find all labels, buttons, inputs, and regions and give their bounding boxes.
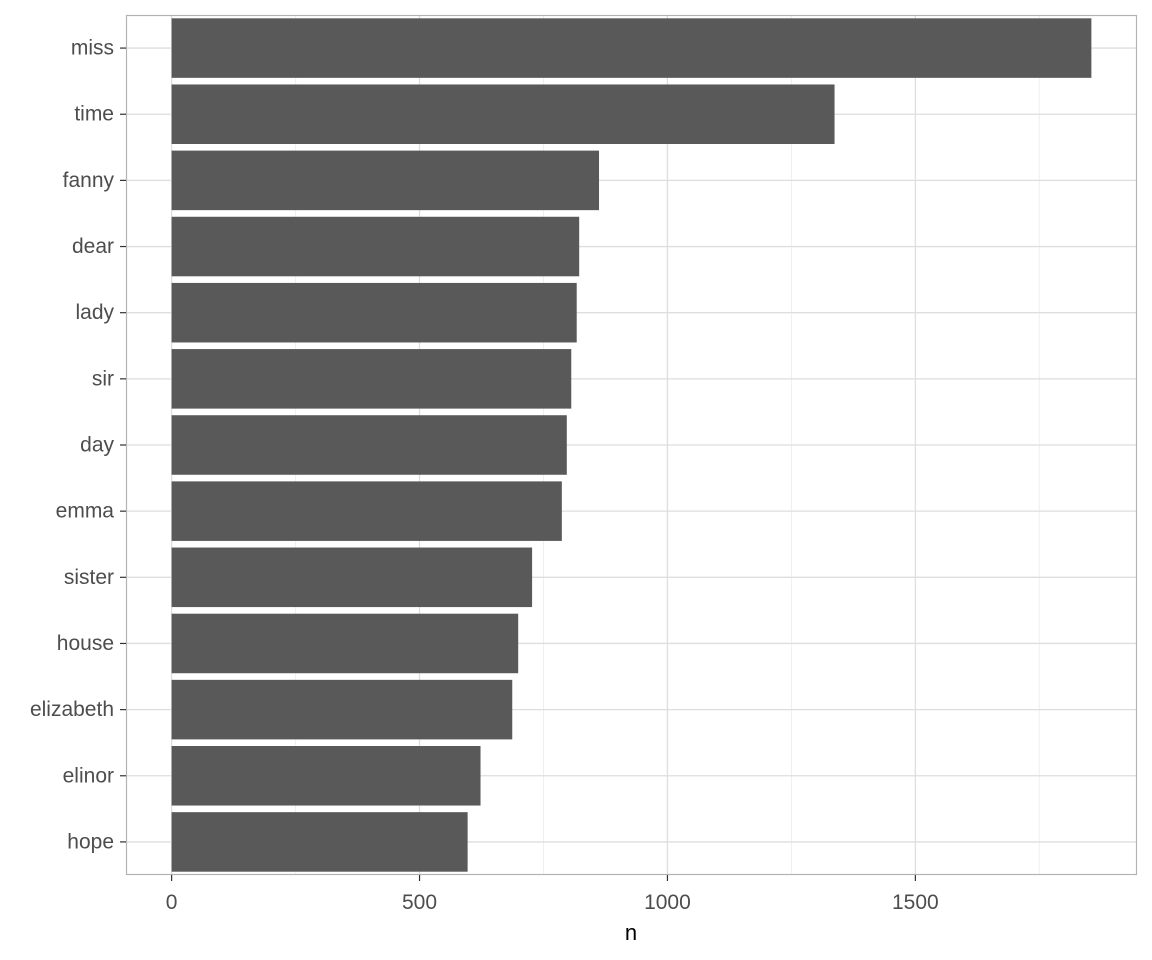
bar-fanny: [171, 150, 600, 211]
x-tick-label: 1000: [644, 891, 691, 914]
bar-hope: [171, 812, 468, 872]
bar-elizabeth: [171, 679, 513, 740]
bar-day: [171, 415, 567, 475]
bar-sir: [171, 349, 572, 409]
y-tick-label: time: [74, 103, 114, 126]
bar-elinor: [171, 746, 481, 806]
y-tick-label: sir: [92, 367, 114, 390]
x-tick-label: 0: [166, 891, 178, 914]
y-tick-label: elinor: [63, 764, 114, 787]
bar-emma: [171, 481, 562, 541]
bar-sister: [171, 547, 533, 608]
y-tick-label: house: [57, 632, 114, 655]
y-tick-label: day: [80, 434, 114, 457]
y-tick-label: fanny: [63, 169, 115, 192]
bar-house: [171, 613, 519, 674]
plot-panel-border: [125, 14, 1138, 876]
x-tick-label: 500: [402, 891, 437, 914]
y-tick-label: dear: [72, 235, 114, 258]
bar-miss: [171, 18, 1092, 78]
x-tick-label: 1500: [892, 891, 939, 914]
x-axis-title: n: [625, 920, 637, 945]
y-tick-label: sister: [64, 566, 114, 589]
y-tick-label: emma: [56, 500, 115, 523]
y-tick-label: miss: [71, 37, 114, 60]
bar-time: [171, 84, 835, 144]
y-tick-label: elizabeth: [30, 698, 114, 721]
axis-ticks: miss time fanny dear lady sir day emma sister hou…: [30, 37, 939, 914]
bar-lady: [171, 282, 577, 343]
y-tick-label: lady: [75, 301, 114, 324]
y-tick-label: hope: [67, 830, 114, 853]
bar-dear: [171, 216, 580, 277]
bars: [171, 18, 1092, 872]
